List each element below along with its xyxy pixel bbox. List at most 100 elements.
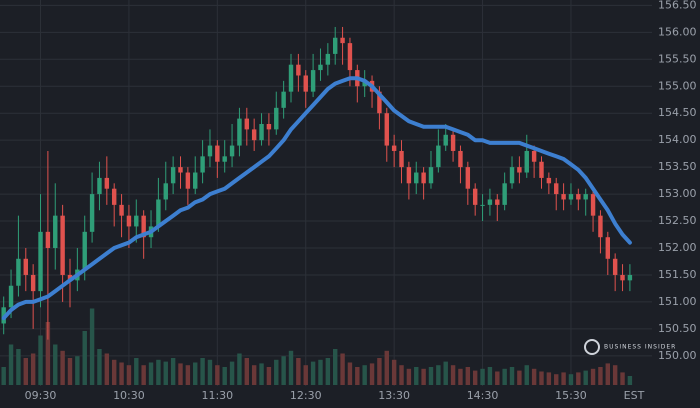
- candle-body: [310, 70, 316, 92]
- volume-bar: [465, 367, 471, 385]
- volume-bar: [325, 358, 331, 385]
- volume-bar: [605, 363, 611, 385]
- volume-bar: [347, 362, 353, 385]
- y-tick-label: 156.00: [658, 25, 697, 38]
- volume-bar: [561, 372, 566, 385]
- volume-bar: [229, 361, 235, 385]
- candle-body: [8, 285, 14, 308]
- volume-bar: [104, 353, 110, 385]
- volume-bar: [495, 371, 500, 385]
- candle-body: [156, 199, 161, 227]
- volume-bar: [612, 365, 618, 385]
- y-tick-label: 153.50: [658, 160, 697, 173]
- candle-body: [111, 188, 117, 205]
- volume-bar: [126, 365, 132, 385]
- candle-body: [30, 274, 36, 292]
- volume-bar: [524, 365, 529, 385]
- y-tick-label: 151.00: [658, 295, 697, 308]
- candle-body: [82, 231, 87, 270]
- volume-bar: [568, 374, 574, 385]
- volume-bar: [215, 365, 220, 385]
- volume-bar: [16, 349, 21, 385]
- volume-bar: [237, 353, 242, 385]
- candle-body: [332, 37, 338, 54]
- candle-body: [605, 237, 611, 259]
- candle-body: [568, 194, 574, 200]
- volume-bar: [274, 359, 279, 385]
- candle-body: [259, 124, 264, 141]
- candle-body: [428, 167, 434, 184]
- volume-bar: [480, 368, 485, 385]
- candle-body: [517, 167, 522, 173]
- candle-body: [502, 183, 507, 205]
- candle-body: [384, 113, 389, 146]
- volume-bar: [281, 356, 286, 385]
- volume-bar: [38, 335, 43, 385]
- candle-body: [391, 145, 397, 151]
- candle-body: [590, 194, 596, 216]
- volume-bar: [141, 365, 146, 385]
- y-tick-label: 154.50: [658, 106, 697, 119]
- candle-body: [170, 167, 176, 184]
- candle-body: [465, 167, 471, 189]
- candle-body: [53, 215, 58, 248]
- candle-body: [406, 167, 412, 184]
- volume-bar: [200, 358, 205, 385]
- volume-bar: [8, 344, 14, 385]
- candle-body: [215, 145, 220, 162]
- volume-bar: [377, 358, 382, 385]
- ma-line: [1, 76, 632, 321]
- candle-body: [546, 177, 552, 184]
- volume-bar: [355, 367, 360, 385]
- candle-body: [472, 188, 478, 205]
- candle-body: [244, 118, 250, 130]
- x-tick-label: 09:30: [25, 389, 57, 402]
- candle-body: [67, 274, 73, 281]
- volume-bar: [583, 370, 588, 385]
- candle-body: [554, 183, 559, 195]
- watermark: BUSINESS INSIDER: [584, 339, 675, 355]
- x-tick-label: 15:30: [555, 389, 587, 402]
- volume-bar: [384, 350, 389, 385]
- candle-body: [60, 215, 65, 275]
- x-tick-label: 11:30: [201, 389, 233, 402]
- candle-body: [399, 150, 404, 168]
- candle-body: [627, 274, 633, 281]
- moving-average: [1, 76, 632, 321]
- volume-bar: [185, 365, 191, 385]
- volume-bar: [421, 368, 426, 385]
- candle-body: [487, 199, 493, 205]
- y-tick-label: 156.50: [658, 0, 697, 11]
- candle-body: [620, 274, 625, 281]
- volume-bar: [318, 359, 323, 385]
- volume-bar: [53, 344, 58, 385]
- volume-bar: [428, 367, 434, 385]
- volume-bar: [539, 371, 544, 385]
- volume-bar: [458, 368, 463, 385]
- y-tick-label: 152.00: [658, 241, 697, 254]
- volume-bar: [23, 358, 28, 385]
- y-tick-label: 154.00: [658, 133, 697, 146]
- candle-body: [200, 156, 205, 173]
- volume-bar: [443, 361, 448, 385]
- volume-bars: [1, 308, 633, 385]
- volume-bar: [89, 308, 95, 385]
- volume-bar: [288, 350, 294, 385]
- volume-bar: [517, 370, 522, 385]
- candle-body: [347, 43, 353, 71]
- candle-body: [104, 177, 110, 189]
- x-tick-label: 13:30: [378, 389, 410, 402]
- candle-body: [561, 194, 566, 200]
- candle-body: [185, 172, 191, 189]
- volume-bar: [296, 358, 301, 385]
- axes: 150.00 150.50 151.00 151.50 152.00 152.50 153.…: [25, 0, 697, 402]
- candle-body: [222, 156, 227, 162]
- volume-bar: [627, 376, 633, 385]
- volume-bar: [67, 358, 73, 385]
- volume-bar: [134, 358, 139, 385]
- volume-bar: [362, 365, 367, 385]
- volume-bar: [222, 367, 227, 385]
- candle-body: [414, 172, 419, 184]
- candle-body: [251, 129, 257, 141]
